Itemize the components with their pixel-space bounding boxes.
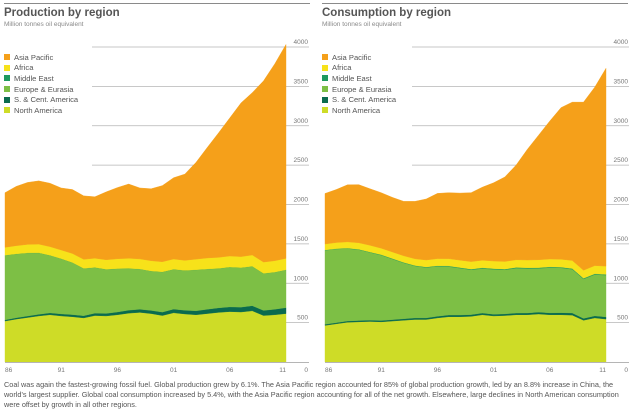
legend-label: North America [14, 105, 63, 115]
x-tick-label: 06 [546, 367, 554, 374]
chart-title: Production by region [4, 7, 120, 19]
y-tick-label: 1000 [294, 275, 309, 282]
legend-item: S. & Cent. America [322, 94, 396, 105]
legend-swatch [322, 75, 328, 82]
caption-text: Coal was again the fastest-growing fossi… [4, 380, 619, 409]
y-tick-label: 3000 [294, 118, 309, 125]
area-asia-pacific [324, 67, 607, 271]
production-chart: 0 500 1000 1500 2000 2500 3000 3500 4000 86 91 96 01… [4, 39, 309, 374]
legend-swatch [322, 96, 328, 103]
y-tick-label: 2500 [294, 157, 309, 164]
legend-swatch [322, 86, 328, 93]
legend-label: Middle East [332, 73, 372, 83]
x-tick-label: 91 [378, 367, 386, 374]
y-tick-label: 500 [297, 315, 308, 322]
y-tick-label: 4000 [614, 39, 629, 46]
consumption-panel: Consumption by region Million tonnes oil… [320, 0, 640, 380]
legend-label: Asia Pacific [14, 52, 54, 62]
y-tick-label: 1000 [614, 275, 629, 282]
y-tick-label: 500 [617, 315, 628, 322]
x-tick-label: 86 [5, 367, 13, 374]
legend-swatch [4, 54, 10, 61]
legend-swatch [4, 96, 10, 103]
x-tick-label: 96 [434, 367, 442, 374]
legend-label: Middle East [14, 73, 54, 83]
legend-item: North America [322, 105, 396, 116]
legend-item: Africa [4, 63, 78, 74]
legend-item: Europe & Eurasia [322, 84, 396, 95]
y-tick-label: 1500 [294, 236, 309, 243]
chart-subtitle: Million tonnes oil equivalent [4, 21, 84, 28]
legend: Asia Pacific Africa Middle East Europe &… [322, 52, 396, 116]
legend-item: North America [4, 105, 78, 116]
top-rule [322, 3, 628, 4]
area-north-america [4, 310, 287, 363]
x-tick-label: 96 [114, 367, 122, 374]
x-tick-label: 91 [58, 367, 66, 374]
legend: Asia Pacific Africa Middle East Europe &… [4, 52, 78, 116]
legend-item: Asia Pacific [322, 52, 396, 63]
top-rule [4, 3, 310, 4]
y-tick-label: 4000 [294, 39, 309, 46]
y-tick-label: 3000 [614, 118, 629, 125]
y-tick-label: 0 [624, 367, 628, 374]
consumption-chart: 0 500 1000 1500 2000 2500 3000 3500 4000 86 91 96 01… [324, 39, 629, 374]
legend-swatch [4, 75, 10, 82]
legend-label: Africa [332, 63, 352, 73]
chart-subtitle: Million tonnes oil equivalent [322, 21, 402, 28]
legend-item: S. & Cent. America [4, 94, 78, 105]
y-tick-label: 0 [304, 367, 308, 374]
y-tick-label: 3500 [614, 78, 629, 85]
legend-swatch [322, 107, 328, 114]
legend-label: Asia Pacific [332, 52, 372, 62]
legend-label: S. & Cent. America [14, 95, 79, 105]
y-tick-label: 2500 [614, 157, 629, 164]
legend-item: Middle East [322, 73, 396, 84]
legend-swatch [322, 64, 328, 71]
legend-item: Middle East [4, 73, 78, 84]
legend-label: Europe & Eurasia [14, 84, 74, 94]
chart-title: Consumption by region [322, 7, 452, 19]
y-tick-label: 2000 [614, 197, 629, 204]
y-tick-label: 1500 [614, 236, 629, 243]
legend-label: Africa [14, 63, 34, 73]
legend-swatch [4, 64, 10, 71]
x-tick-label: 11 [599, 367, 606, 374]
production-panel: Production by region Million tonnes oil … [0, 0, 320, 380]
x-tick-label: 01 [490, 367, 498, 374]
x-tick-label: 06 [226, 367, 234, 374]
legend-swatch [4, 107, 10, 114]
legend-swatch [322, 54, 328, 61]
legend-item: Europe & Eurasia [4, 84, 78, 95]
x-tick-label: 01 [170, 367, 178, 374]
area-asia-pacific [4, 43, 287, 263]
y-tick-label: 2000 [294, 197, 309, 204]
legend-item: Africa [322, 63, 396, 74]
x-tick-label: 86 [325, 367, 333, 374]
legend-label: North America [332, 105, 381, 115]
legend-label: S. & Cent. America [332, 95, 397, 105]
legend-label: Europe & Eurasia [332, 84, 392, 94]
legend-item: Asia Pacific [4, 52, 78, 63]
x-tick-label: 11 [279, 367, 286, 374]
y-tick-label: 3500 [294, 78, 309, 85]
legend-swatch [4, 86, 10, 93]
